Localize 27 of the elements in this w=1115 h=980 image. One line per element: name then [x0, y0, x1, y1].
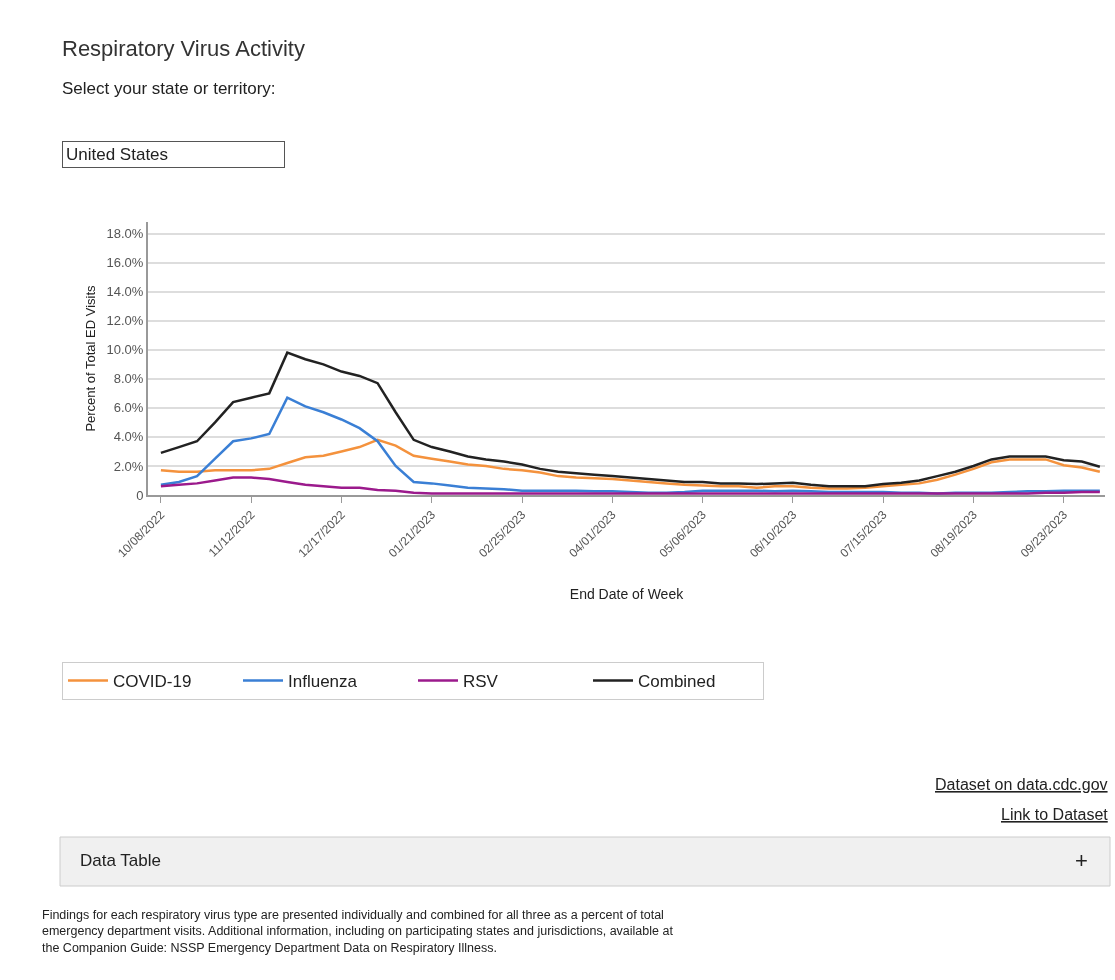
y-tick-label: 4.0%: [113, 429, 144, 445]
text: Findings for each respiratory virus type are presented individually and combined for all three as a percent of total emergency department visits. Additional information, including on participating states and jurisdictions, available at the Companion Guide: NSSP Emergency Department Data on Respiratory Illness.: [42, 908, 674, 955]
y-axis-title: Percent of Total ED Visits: [82, 284, 98, 432]
y-tick-label: 2.0%: [113, 458, 144, 474]
y-tick-label: 0: [136, 487, 144, 503]
y-tick-label: 18.0%: [106, 226, 144, 242]
legend-label: Combined: [638, 672, 716, 692]
chart-title: Respiratory Virus Activity: [62, 35, 305, 61]
y-tick-label: 14.0%: [106, 284, 144, 300]
y-tick-label: 12.0%: [106, 313, 144, 329]
text: Dataset on data.cdc.gov: [935, 776, 1108, 793]
y-tick-label: 6.0%: [113, 400, 144, 416]
y-tick-label: 8.0%: [113, 371, 144, 387]
text: United States: [66, 145, 169, 164]
text: +: [1075, 848, 1088, 873]
x-axis-title: End Date of Week: [569, 586, 685, 603]
y-tick-label: 16.0%: [106, 255, 144, 271]
chart-subtitle: Select your state or territory:: [62, 78, 276, 98]
text: Data Table: [80, 851, 161, 870]
y-tick-label: 10.0%: [106, 342, 144, 358]
line-series: [159, 351, 1102, 488]
legend-label: RSV: [463, 672, 499, 692]
text: Link to Dataset: [1001, 806, 1109, 823]
legend-label: Influenza: [288, 672, 358, 692]
line-series: [159, 476, 1102, 495]
legend-label: COVID-19: [113, 672, 192, 692]
line-series: [159, 438, 1102, 490]
